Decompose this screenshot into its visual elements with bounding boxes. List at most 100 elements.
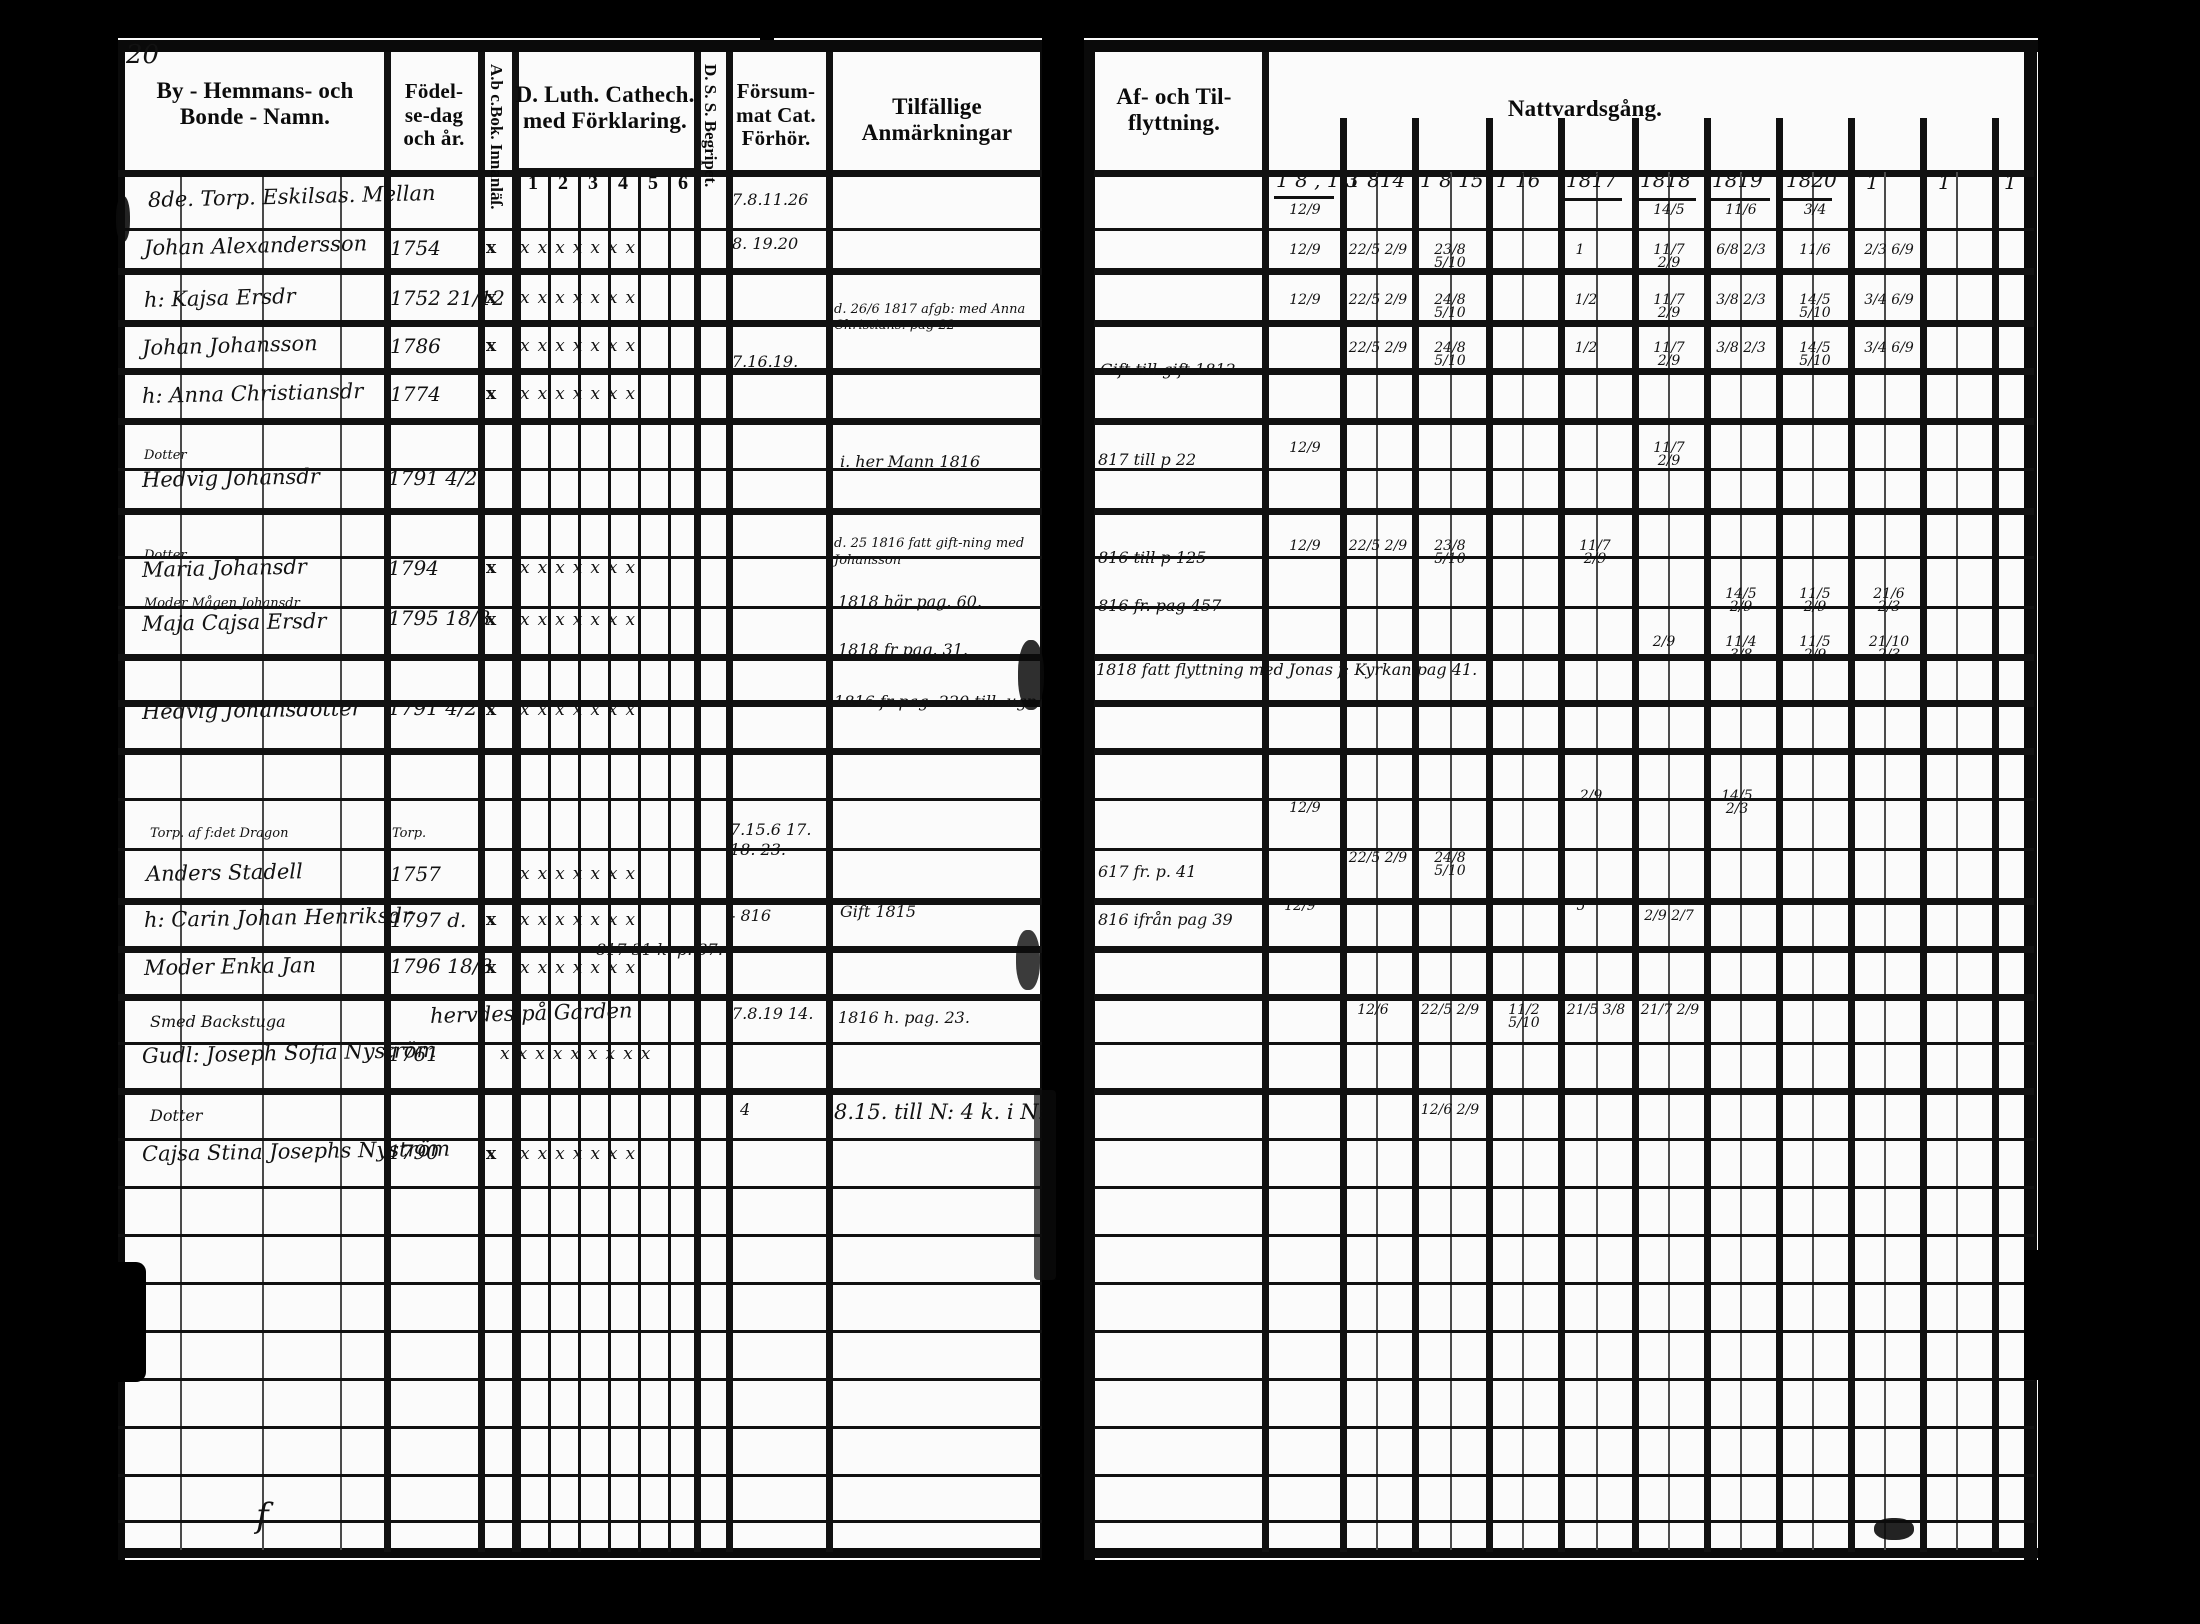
year-col-rule-9 bbox=[1920, 118, 1927, 1552]
col-rule-catech-4 bbox=[608, 170, 611, 1552]
year-underline bbox=[1274, 196, 1334, 199]
header-forsummat-line2: mat Cat. bbox=[736, 102, 816, 127]
nattvard-mark: 2/9 2/7 bbox=[1644, 908, 1694, 924]
entry-birth: 1791 4/2 bbox=[388, 696, 478, 720]
entry-birth: Torp. bbox=[392, 826, 427, 841]
row-rule bbox=[1094, 320, 2034, 327]
nattvard-mark: 22/5 2/9 bbox=[1348, 538, 1408, 554]
nattvard-mark: 14/5 2/9 bbox=[1725, 586, 1757, 616]
right-page-left-rule bbox=[1082, 40, 1095, 1560]
entry-name: Anders Stadell bbox=[145, 859, 303, 886]
year-col-rule-5 bbox=[1632, 118, 1639, 1552]
row-rule bbox=[1094, 654, 2034, 661]
entry-relation: Moder Mågen Johansdr bbox=[144, 596, 300, 611]
year-col-rule-10 bbox=[1992, 118, 1999, 1552]
nattvard-mark: 3/4 bbox=[1803, 202, 1827, 218]
flytt-entry: 617 fr. p. 41 bbox=[1098, 862, 1197, 881]
col-rule-catech bbox=[512, 52, 519, 1552]
col-rule-abcbok bbox=[478, 52, 485, 1552]
nattvard-mark: 12/9 bbox=[1289, 800, 1321, 816]
entry-birth: 1794 bbox=[388, 556, 439, 580]
entry-remark: 1818 fr pag. 31. bbox=[838, 640, 969, 659]
flytt-entry: Gift till gift 1812 bbox=[1100, 360, 1236, 379]
year-col-rule-1 bbox=[1340, 118, 1347, 1552]
header-forsummat-line3: Förhör. bbox=[741, 126, 811, 151]
nattvard-mark: 3/4 6/9 bbox=[1864, 292, 1914, 308]
nattvard-mark: 1/2 bbox=[1574, 292, 1598, 308]
row-rule bbox=[1094, 1330, 2034, 1333]
entry-birth: 1790 bbox=[388, 1140, 439, 1164]
row-rule bbox=[118, 1186, 1048, 1189]
left-page-bottom-rule bbox=[112, 1548, 1054, 1558]
year-header: 1818 bbox=[1640, 168, 1691, 192]
nattvard-mark: 11/7 2/9 bbox=[1653, 440, 1685, 470]
row-rule bbox=[118, 700, 1048, 707]
row-rule bbox=[1094, 1474, 2034, 1477]
right-page-bottom-rule bbox=[1082, 1548, 2038, 1558]
nattvard-mark: 14/5 2/3 bbox=[1721, 788, 1753, 818]
entry-birth: 1774 bbox=[390, 382, 441, 406]
year-underline bbox=[1634, 198, 1696, 201]
year-half-rule-2 bbox=[1450, 172, 1452, 1550]
entry-forsummat: 8. 19.20 bbox=[732, 234, 799, 253]
entry-name: Maria Johansdr bbox=[141, 554, 308, 582]
year-header: 1817 bbox=[1566, 168, 1617, 192]
nattvard-mark: 12/9 bbox=[1289, 440, 1321, 456]
catech-subheader-6: 6 bbox=[678, 172, 688, 194]
row-rule bbox=[1094, 1088, 2034, 1095]
nattvard-mark: 14/5 5/10 bbox=[1799, 292, 1831, 322]
left-page bbox=[110, 38, 1055, 1566]
row-rule bbox=[118, 1426, 1048, 1429]
entry-name: h: Anna Christiansdr bbox=[141, 378, 364, 408]
entry-name: Torp. af f:det Dragon bbox=[150, 826, 289, 841]
year-header: 1820 bbox=[1786, 168, 1837, 192]
header-remarks-label: Tilfällige Anmärkningar bbox=[861, 94, 1013, 145]
nattvard-mark: 22/5 2/9 bbox=[1348, 850, 1408, 866]
nattvard-mark: 12/9 bbox=[1289, 538, 1321, 554]
left-black-margin bbox=[60, 0, 118, 1624]
entry-birth: 1754 bbox=[390, 236, 441, 260]
entry-remark: d. 25 1816 fatt gift-ning med Johansson bbox=[834, 536, 1025, 568]
row-rule bbox=[1094, 228, 2034, 231]
row-rule bbox=[118, 848, 1048, 851]
entry-catech-marks: xxxxxxx bbox=[520, 610, 644, 630]
year-header: 1 814 bbox=[1348, 168, 1406, 192]
entry-relation: Dotter bbox=[150, 1106, 203, 1125]
header-forsummat: Försum- mat Cat. Förhör. bbox=[730, 79, 822, 151]
year-col-rule-6 bbox=[1704, 118, 1711, 1552]
row-rule bbox=[118, 898, 1048, 905]
entry-catech-marks: xxxxxxx bbox=[520, 700, 644, 720]
entry-abcbok-mark: x bbox=[486, 958, 497, 978]
nattvard-mark: 24/8 5/10 bbox=[1434, 340, 1466, 370]
entry-catech-marks: xxxxxxx bbox=[520, 238, 644, 258]
row-rule bbox=[1094, 418, 2034, 425]
entry-remark: d. 26/6 1817 afgb: med Anna Christians. … bbox=[834, 302, 1026, 334]
year-header: 1 16 bbox=[1496, 168, 1541, 192]
entry-name: Moder Enka Jan bbox=[143, 953, 317, 980]
nattvard-mark: 12/6 2/9 bbox=[1420, 1102, 1480, 1118]
top-black-margin bbox=[0, 0, 2200, 38]
year-half-rule-5 bbox=[1668, 172, 1670, 1550]
row-rule bbox=[1094, 994, 2034, 1001]
entry-name: Smed Backstuga bbox=[150, 1012, 286, 1031]
row-rule bbox=[1094, 556, 2034, 559]
col-rule-names-hair-1 bbox=[180, 170, 182, 1550]
entry-abcbok-mark: x bbox=[486, 610, 497, 630]
nattvard-mark: 14/5 5/10 bbox=[1799, 340, 1831, 370]
year-half-rule-6 bbox=[1740, 172, 1742, 1550]
entry-forsummat: 4 bbox=[740, 1100, 751, 1119]
folio-number: 20 bbox=[126, 40, 160, 70]
row-rule bbox=[118, 468, 1048, 471]
col-rule-catech-1 bbox=[518, 170, 521, 1552]
entry-forsummat: 817 31 k. p. 37. bbox=[596, 940, 723, 959]
entry-name: Johan Alexandersson bbox=[143, 231, 368, 260]
col-rule-names-hair-3 bbox=[340, 170, 342, 1550]
edge-smudge bbox=[1018, 640, 1044, 710]
year-underline bbox=[1708, 198, 1770, 201]
entry-remark: i. her Mann 1816 bbox=[840, 452, 981, 471]
year-header: 1 bbox=[1938, 170, 1951, 194]
header-abcbok: A.b c.Bok. Innanläſ. bbox=[486, 64, 506, 210]
year-col-rule-8 bbox=[1848, 118, 1855, 1552]
row-rule bbox=[118, 1330, 1048, 1333]
